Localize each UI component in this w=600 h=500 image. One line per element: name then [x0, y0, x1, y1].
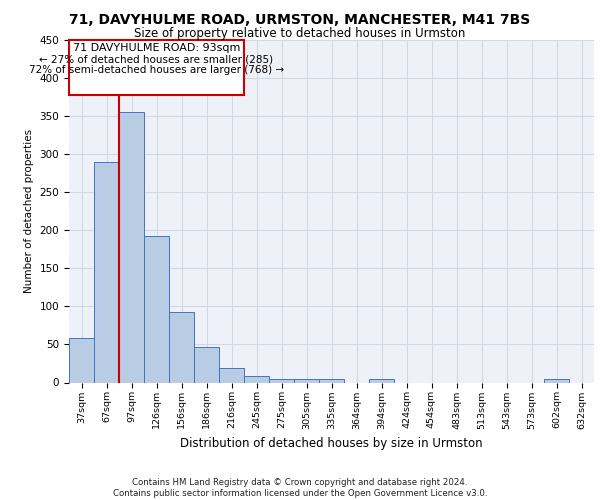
- Text: Size of property relative to detached houses in Urmston: Size of property relative to detached ho…: [134, 28, 466, 40]
- Bar: [369, 378, 394, 382]
- Bar: [244, 376, 269, 382]
- Text: 72% of semi-detached houses are larger (768) →: 72% of semi-detached houses are larger (…: [29, 66, 284, 76]
- Bar: [94, 162, 119, 382]
- Text: Contains HM Land Registry data © Crown copyright and database right 2024.
Contai: Contains HM Land Registry data © Crown c…: [113, 478, 487, 498]
- Text: ← 27% of detached houses are smaller (285): ← 27% of detached houses are smaller (28…: [40, 54, 274, 64]
- Bar: [69, 338, 94, 382]
- Text: 71 DAVYHULME ROAD: 93sqm: 71 DAVYHULME ROAD: 93sqm: [73, 42, 240, 52]
- Text: 71, DAVYHULME ROAD, URMSTON, MANCHESTER, M41 7BS: 71, DAVYHULME ROAD, URMSTON, MANCHESTER,…: [70, 12, 530, 26]
- Bar: [144, 236, 169, 382]
- Bar: [294, 378, 319, 382]
- Bar: [169, 312, 194, 382]
- Bar: [269, 378, 294, 382]
- FancyBboxPatch shape: [69, 40, 244, 95]
- Y-axis label: Number of detached properties: Number of detached properties: [24, 129, 34, 294]
- Bar: [194, 348, 219, 382]
- Bar: [119, 112, 144, 382]
- Bar: [219, 368, 244, 382]
- Bar: [319, 378, 344, 382]
- Bar: [544, 378, 569, 382]
- X-axis label: Distribution of detached houses by size in Urmston: Distribution of detached houses by size …: [180, 437, 483, 450]
